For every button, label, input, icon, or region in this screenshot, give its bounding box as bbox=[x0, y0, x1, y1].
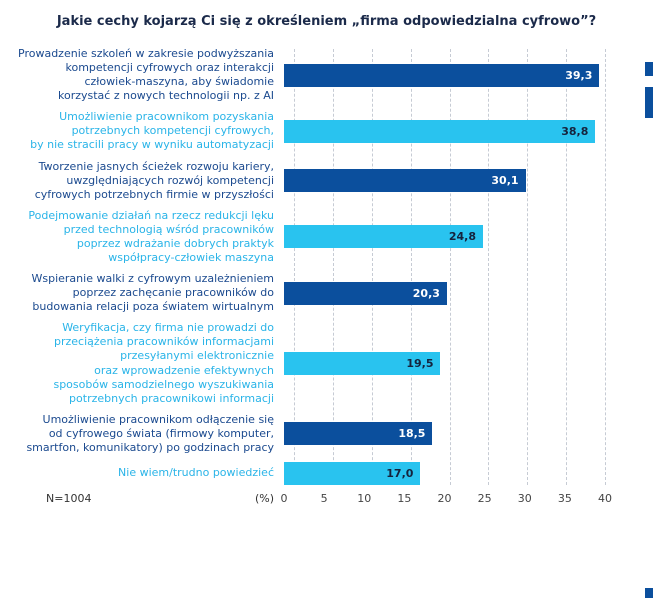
bar-value-label: 20,3 bbox=[412, 286, 440, 300]
chart-row: Prowadzenie szkoleń w zakresie podwyższa… bbox=[12, 47, 605, 103]
gridline bbox=[605, 49, 606, 486]
chart-row: Tworzenie jasnych ścieżek rozwoju karier… bbox=[12, 160, 605, 202]
bar-label-line: Umożliwienie pracownikom pozyskania bbox=[59, 110, 274, 124]
gridline bbox=[294, 49, 295, 486]
bar-label-line: przed technologią wśród pracowników bbox=[63, 222, 274, 236]
bar-label-line: budowania relacji poza światem wirtualny… bbox=[32, 300, 274, 314]
chart-rows: Prowadzenie szkoleń w zakresie podwyższa… bbox=[12, 47, 605, 486]
bar-label-line: od cyfrowego świata (firmowy komputer, bbox=[48, 426, 274, 440]
bar-label-line: cyfrowych potrzebnych firmie w przyszłoś… bbox=[34, 187, 274, 201]
x-tick-label: 35 bbox=[557, 492, 572, 506]
gridline bbox=[332, 49, 334, 486]
bar: 18,5 bbox=[284, 422, 433, 446]
bar-label: Weryfikacja, czy firma nie prowadzi do pr… bbox=[12, 321, 284, 405]
chart-row: Weryfikacja, czy firma nie prowadzi do pr… bbox=[12, 321, 605, 405]
bar-label-line: przesyłanymi elektronicznie bbox=[120, 349, 274, 363]
bar-track: 24,8 bbox=[284, 209, 605, 265]
bar-label: Umożliwienie pracownikom pozyskania potrz… bbox=[12, 110, 284, 152]
bar: 24,8 bbox=[284, 225, 484, 249]
bar-label-line: Umożliwienie pracownikom odłączenie się bbox=[42, 412, 274, 426]
bar-label-line: korzystać z nowych technologii np. z AI bbox=[57, 89, 274, 103]
x-tick-label: 20 bbox=[437, 492, 452, 506]
bar-label-line: smartfon, komunikatory) po godzinach pra… bbox=[26, 440, 274, 454]
bar-label-line: Podejmowanie działań na rzecz redukcji l… bbox=[28, 208, 274, 222]
bar-value-label: 30,1 bbox=[491, 174, 519, 188]
chart-row: Wspieranie walki z cyfrowym uzależnienie… bbox=[12, 272, 605, 314]
x-tick-label: 40 bbox=[598, 492, 612, 506]
bar: 30,1 bbox=[284, 169, 526, 193]
bar-value-label: 19,5 bbox=[406, 357, 434, 371]
bar: 17,0 bbox=[284, 462, 421, 486]
chart-title: Jakie cechy kojarzą Ci się z określeniem… bbox=[56, 14, 597, 29]
bar-label-line: współpracy-człowiek maszyna bbox=[108, 251, 274, 265]
bar-track: 19,5 bbox=[284, 321, 605, 405]
bar-label: Nie wiem/trudno powiedzieć bbox=[12, 466, 284, 480]
bar-label-line: sposobów samodzielnego wyszukiwania bbox=[53, 377, 274, 391]
chart-row: Umożliwienie pracownikom pozyskania potrz… bbox=[12, 110, 605, 152]
x-tick-label: 25 bbox=[477, 492, 492, 506]
chart-row: Nie wiem/trudno powiedzieć 17,0 bbox=[12, 462, 605, 486]
gridline bbox=[449, 49, 451, 486]
bar: 38,8 bbox=[284, 119, 596, 143]
bar-track: 20,3 bbox=[284, 272, 605, 314]
bar-label-line: Tworzenie jasnych ścieżek rozwoju karier… bbox=[38, 159, 274, 173]
x-tick-label: 5 bbox=[320, 492, 328, 506]
bar-label: Podejmowanie działań na rzecz redukcji l… bbox=[12, 209, 284, 265]
bar-label-line: by nie stracili pracy w wyniku automatyz… bbox=[30, 138, 274, 152]
bar-track: 39,3 bbox=[284, 47, 605, 103]
bar-label: Tworzenie jasnych ścieżek rozwoju karier… bbox=[12, 160, 284, 202]
bar-label-line: poprzez zachęcanie pracowników do bbox=[72, 286, 274, 300]
bar-value-label: 24,8 bbox=[448, 230, 477, 244]
axis-track: 0 5 10 15 20 25 30 35 40 bbox=[280, 492, 613, 507]
gridline bbox=[566, 49, 568, 486]
gridline bbox=[410, 49, 412, 486]
bar-track: 18,5 bbox=[284, 413, 605, 455]
bar-label: Prowadzenie szkoleń w zakresie podwyższa… bbox=[12, 47, 284, 103]
bar-track: 30,1 bbox=[284, 160, 605, 202]
gridline bbox=[371, 49, 373, 486]
footnote: N=1004 bbox=[46, 492, 92, 506]
gridline bbox=[527, 49, 529, 486]
bar-label-line: potrzebnych kompetencji cyfrowych, bbox=[71, 124, 274, 138]
bar-track: 17,0 bbox=[284, 462, 605, 486]
chart-row: Podejmowanie działań na rzecz redukcji l… bbox=[12, 209, 605, 265]
x-axis-unit: (%) bbox=[254, 492, 274, 506]
bar-chart: Prowadzenie szkoleń w zakresie podwyższa… bbox=[12, 47, 613, 507]
x-axis: N=1004 (%) 0 5 10 15 20 25 30 35 40 bbox=[12, 492, 613, 507]
gridlines bbox=[294, 49, 606, 486]
bar-label-line: Nie wiem/trudno powiedzieć bbox=[118, 466, 274, 480]
chart-body: Prowadzenie szkoleń w zakresie podwyższa… bbox=[12, 47, 606, 486]
bar: 39,3 bbox=[284, 63, 600, 87]
bar-value-label: 18,5 bbox=[398, 427, 426, 441]
bar-label-line: przeciążenia pracowników informacjami bbox=[54, 335, 274, 349]
bar-label-line: uwzględniających rozwój kompetencji bbox=[66, 173, 274, 187]
bar-value-label: 38,8 bbox=[561, 124, 589, 138]
bar-label-line: oraz wprowadzenie efektywnych bbox=[94, 363, 274, 377]
bar-label: Umożliwienie pracownikom odłączenie się o… bbox=[12, 413, 284, 455]
bar-value-label: 17,0 bbox=[386, 467, 414, 481]
gridline bbox=[488, 49, 490, 486]
bar: 19,5 bbox=[284, 352, 441, 376]
bar-label-line: Prowadzenie szkoleń w zakresie podwyższa… bbox=[18, 47, 274, 60]
bar-label-line: Weryfikacja, czy firma nie prowadzi do bbox=[62, 321, 274, 335]
bar-label-line: człowiek-maszyna, aby świadomie bbox=[84, 75, 274, 89]
bar-label-line: poprzez wdrażanie dobrych praktyk bbox=[76, 236, 274, 250]
bar-track: 38,8 bbox=[284, 110, 605, 152]
bar: 20,3 bbox=[284, 281, 447, 305]
bar-label-line: Wspieranie walki z cyfrowym uzależnienie… bbox=[31, 272, 274, 286]
x-tick-label: 10 bbox=[357, 492, 372, 506]
x-tick-label: 30 bbox=[517, 492, 532, 506]
page-edge-decoration bbox=[645, 62, 653, 76]
page-edge-decoration bbox=[645, 87, 653, 118]
page-edge-decoration bbox=[645, 588, 653, 598]
x-tick-label: 0 bbox=[280, 492, 288, 506]
axis-label-cell: N=1004 (%) bbox=[12, 492, 284, 507]
bar-label: Wspieranie walki z cyfrowym uzależnienie… bbox=[12, 272, 284, 314]
bar-label-line: potrzebnych pracownikowi informacji bbox=[69, 391, 274, 405]
x-tick-label: 15 bbox=[397, 492, 412, 506]
chart-row: Umożliwienie pracownikom odłączenie się o… bbox=[12, 413, 605, 455]
bar-label-line: kompetencji cyfrowych oraz interakcji bbox=[65, 61, 274, 75]
bar-value-label: 39,3 bbox=[565, 68, 593, 82]
